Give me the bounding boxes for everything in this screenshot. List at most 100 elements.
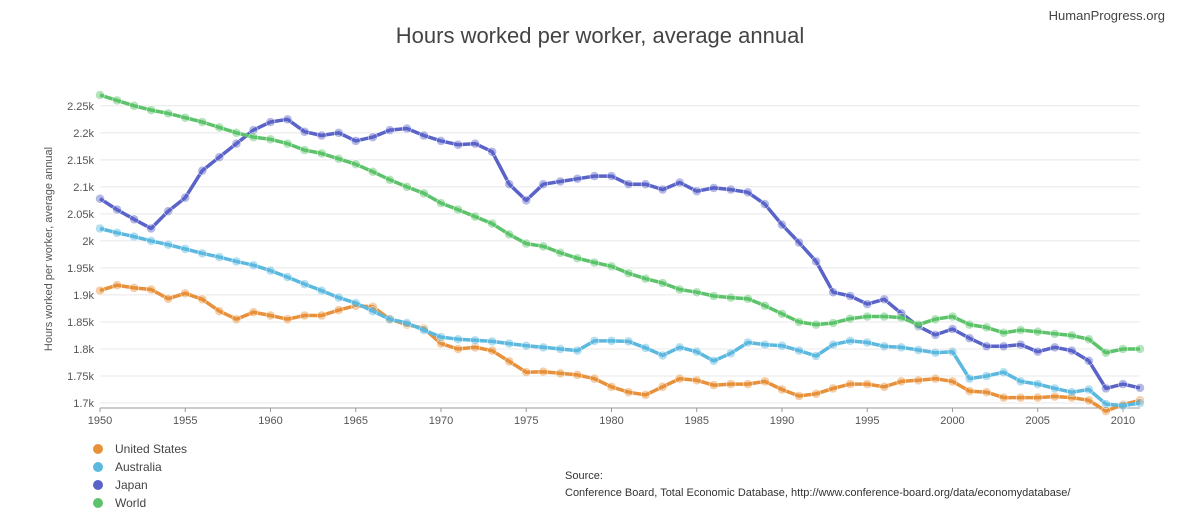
data-point[interactable] [709,291,719,301]
data-point[interactable] [1015,339,1026,350]
data-point[interactable] [794,317,804,327]
data-point[interactable] [1015,325,1026,335]
data-point[interactable] [146,223,156,234]
data-point[interactable] [1032,326,1043,337]
data-point[interactable] [811,256,821,267]
data-point[interactable] [640,273,651,284]
data-point[interactable] [947,324,958,334]
data-point[interactable] [657,382,668,392]
data-point[interactable] [657,278,668,288]
data-point[interactable] [316,285,327,296]
data-point[interactable] [1135,398,1145,408]
data-point[interactable] [521,340,531,351]
data-point[interactable] [743,293,753,304]
data-point[interactable] [487,218,497,229]
data-point[interactable] [691,346,702,357]
data-point[interactable] [282,138,293,149]
data-point[interactable] [879,294,890,305]
data-point[interactable] [811,319,821,330]
data-point[interactable] [794,345,804,356]
data-point[interactable] [402,318,412,328]
data-point[interactable] [930,314,941,324]
data-point[interactable] [743,379,753,389]
data-point[interactable] [709,380,719,390]
data-point[interactable] [350,298,361,308]
data-point[interactable] [555,344,566,354]
data-point[interactable] [248,307,259,317]
data-point[interactable] [1101,347,1111,358]
data-point[interactable] [913,345,924,355]
data-point[interactable] [1032,379,1043,389]
data-point[interactable] [487,146,497,157]
data-point[interactable] [1050,329,1060,339]
data-point[interactable] [419,325,429,335]
data-point[interactable] [555,176,566,187]
data-point[interactable] [350,159,361,169]
data-point[interactable] [691,186,702,196]
data-point[interactable] [231,138,242,149]
data-point[interactable] [521,367,531,377]
data-point[interactable] [1050,383,1060,394]
data-point[interactable] [981,322,992,333]
data-point[interactable] [640,179,651,189]
data-point[interactable] [794,391,804,401]
data-point[interactable] [265,117,276,127]
data-point[interactable] [998,341,1009,352]
data-point[interactable] [998,367,1009,377]
data-point[interactable] [299,310,310,321]
data-point[interactable] [453,139,463,150]
data-point[interactable] [214,152,225,162]
data-point[interactable] [112,204,122,215]
data-point[interactable] [879,341,890,352]
data-point[interactable] [385,314,395,324]
data-point[interactable] [146,236,156,246]
data-point[interactable] [845,336,855,346]
data-point[interactable] [998,392,1009,403]
data-point[interactable] [726,348,736,359]
data-point[interactable] [555,248,566,258]
data-point[interactable] [691,287,702,297]
data-point[interactable] [606,336,617,346]
data-point[interactable] [1032,392,1043,403]
data-point[interactable] [760,376,770,387]
data-point[interactable] [862,379,872,389]
data-point[interactable] [333,128,344,138]
data-point[interactable] [470,211,480,222]
data-point[interactable] [862,311,872,322]
data-point[interactable] [1084,334,1094,344]
data-point[interactable] [726,292,736,303]
data-point[interactable] [1135,344,1145,354]
data-point[interactable] [1118,344,1128,354]
data-point[interactable] [129,101,139,111]
data-point[interactable] [709,356,719,366]
data-point[interactable] [743,187,753,198]
data-point[interactable] [1067,330,1077,341]
legend-item-world[interactable]: World [93,496,146,510]
data-point[interactable] [777,384,787,395]
data-point[interactable] [163,206,173,216]
data-point[interactable] [828,287,838,297]
data-point[interactable] [896,342,907,353]
data-point[interactable] [777,340,787,351]
data-point[interactable] [589,171,600,181]
data-point[interactable] [214,122,225,133]
data-point[interactable] [333,305,344,315]
data-point[interactable] [1084,356,1094,366]
data-point[interactable] [487,336,497,347]
data-point[interactable] [1101,406,1111,416]
data-point[interactable] [606,171,617,181]
data-point[interactable] [214,252,225,262]
data-point[interactable] [623,387,634,397]
data-point[interactable] [657,350,668,361]
data-point[interactable] [402,123,412,134]
data-point[interactable] [265,310,276,321]
data-point[interactable] [112,280,122,290]
data-point[interactable] [129,283,139,293]
data-point[interactable] [470,335,480,346]
data-point[interactable] [453,344,463,354]
data-point[interactable] [436,332,446,342]
data-point[interactable] [419,188,429,199]
data-point[interactable] [930,347,941,358]
data-point[interactable] [299,279,310,289]
data-point[interactable] [709,183,719,193]
